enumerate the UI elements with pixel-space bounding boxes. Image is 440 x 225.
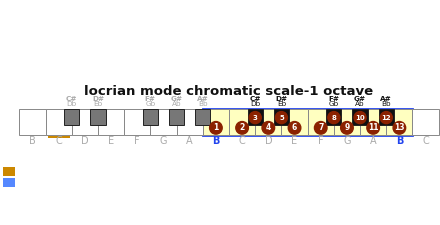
Text: D#: D# <box>275 96 287 102</box>
Text: C: C <box>55 136 62 146</box>
Bar <box>143 109 158 125</box>
Text: G: G <box>160 136 167 146</box>
Text: G: G <box>343 136 351 146</box>
Bar <box>334 109 360 135</box>
Circle shape <box>328 112 340 124</box>
Circle shape <box>262 122 275 134</box>
Bar <box>282 109 308 135</box>
Text: C: C <box>422 136 429 146</box>
Text: Bb: Bb <box>198 101 208 107</box>
Text: 11: 11 <box>368 123 378 132</box>
Bar <box>176 109 203 135</box>
Bar <box>308 109 334 135</box>
Text: A: A <box>370 136 377 146</box>
Bar <box>90 109 106 125</box>
Circle shape <box>275 112 287 124</box>
Circle shape <box>315 122 327 134</box>
Bar <box>386 109 412 135</box>
Circle shape <box>367 122 379 134</box>
Bar <box>379 109 394 125</box>
Bar <box>150 109 176 135</box>
Circle shape <box>236 122 249 134</box>
Text: B: B <box>212 136 220 146</box>
Text: C: C <box>239 136 246 146</box>
Circle shape <box>288 122 301 134</box>
Bar <box>229 109 255 135</box>
Bar <box>352 109 368 125</box>
Bar <box>3 166 15 176</box>
Bar <box>195 109 210 125</box>
Bar <box>45 109 72 135</box>
Text: 9: 9 <box>345 123 349 132</box>
Bar <box>326 109 341 125</box>
Bar <box>98 109 124 135</box>
Text: 8: 8 <box>331 115 336 121</box>
Text: D#: D# <box>92 96 104 102</box>
Bar <box>203 109 412 135</box>
Text: Ab: Ab <box>172 101 181 107</box>
Text: Bb: Bb <box>381 101 391 107</box>
Circle shape <box>393 122 406 134</box>
Text: Db: Db <box>66 101 77 107</box>
Text: 7: 7 <box>318 123 323 132</box>
Bar <box>48 136 70 137</box>
Text: B: B <box>29 136 36 146</box>
Text: 6: 6 <box>292 123 297 132</box>
Text: basicmusictheory.com: basicmusictheory.com <box>7 75 11 150</box>
Text: F#: F# <box>145 96 156 102</box>
Text: 13: 13 <box>394 123 405 132</box>
Text: 1: 1 <box>213 123 219 132</box>
Bar <box>360 109 386 135</box>
Bar <box>274 109 289 125</box>
Bar <box>72 109 98 135</box>
Text: 10: 10 <box>355 115 365 121</box>
Circle shape <box>380 112 392 124</box>
Text: F#: F# <box>328 96 339 102</box>
Bar <box>124 109 150 135</box>
Circle shape <box>209 122 222 134</box>
Text: locrian mode chromatic scale-1 octave: locrian mode chromatic scale-1 octave <box>84 85 374 98</box>
Circle shape <box>354 112 366 124</box>
Bar <box>3 178 15 187</box>
Text: F: F <box>318 136 323 146</box>
Text: 2: 2 <box>239 123 245 132</box>
Bar <box>203 109 229 135</box>
Text: Eb: Eb <box>277 101 286 107</box>
Text: B: B <box>396 136 403 146</box>
Bar <box>169 109 184 125</box>
Text: E: E <box>291 136 297 146</box>
Text: Ab: Ab <box>355 101 365 107</box>
Text: Gb: Gb <box>145 101 155 107</box>
Text: Db: Db <box>250 101 260 107</box>
Text: D: D <box>264 136 272 146</box>
Bar <box>19 109 45 135</box>
Text: C#: C# <box>249 96 261 102</box>
Text: G#: G# <box>354 96 366 102</box>
Bar <box>412 109 439 135</box>
Text: C#: C# <box>66 96 77 102</box>
Text: 3: 3 <box>253 115 258 121</box>
Text: D: D <box>81 136 88 146</box>
Text: G#: G# <box>171 96 183 102</box>
Text: E: E <box>108 136 114 146</box>
Text: 5: 5 <box>279 115 284 121</box>
Text: 4: 4 <box>266 123 271 132</box>
Bar <box>255 109 282 135</box>
Text: F: F <box>135 136 140 146</box>
Bar <box>248 109 263 125</box>
Circle shape <box>341 122 353 134</box>
Bar <box>64 109 79 125</box>
Text: A: A <box>187 136 193 146</box>
Circle shape <box>249 112 261 124</box>
Text: Gb: Gb <box>329 101 339 107</box>
Text: 12: 12 <box>381 115 391 121</box>
Text: A#: A# <box>197 96 209 102</box>
Text: Eb: Eb <box>93 101 103 107</box>
Text: A#: A# <box>381 96 392 102</box>
